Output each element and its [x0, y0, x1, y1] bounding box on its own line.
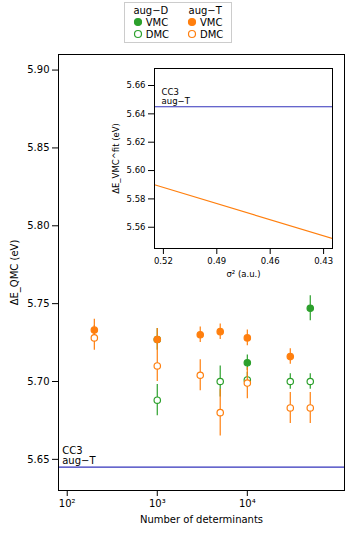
- svg-text:5.62: 5.62: [127, 137, 146, 147]
- html-text:DMC: DMC: [145, 28, 169, 40]
- svg-text:5.90: 5.90: [27, 64, 49, 75]
- svg-text:CC3aug−T: CC3aug−T: [62, 445, 96, 466]
- svg-text:0.52: 0.52: [154, 256, 173, 266]
- svg-text:0.46: 0.46: [261, 256, 280, 266]
- html-text:DMC: DMC: [200, 28, 224, 40]
- svg-text:5.75: 5.75: [27, 298, 49, 309]
- svg-text:σ² (a.u.): σ² (a.u.): [226, 269, 260, 279]
- svg-text:10⁴: 10⁴: [239, 498, 256, 509]
- svg-text:5.70: 5.70: [27, 376, 49, 387]
- svg-text:Number of determinants: Number of determinants: [140, 514, 263, 525]
- svg-text:5.56: 5.56: [127, 222, 146, 232]
- svg-text:5.65: 5.65: [27, 454, 49, 465]
- svg-text:5.80: 5.80: [27, 220, 49, 231]
- svg-text:5.58: 5.58: [127, 194, 146, 204]
- svg-text:10³: 10³: [149, 498, 166, 509]
- html-text:VMC: VMC: [200, 16, 223, 28]
- svg-text:5.60: 5.60: [127, 165, 146, 175]
- svg-text:ΔE_QMC (eV): ΔE_QMC (eV): [9, 240, 21, 306]
- svg-text:CC3aug−T: CC3aug−T: [162, 87, 191, 106]
- svg-text:ΔE_VMC^fit (eV): ΔE_VMC^fit (eV): [111, 123, 121, 194]
- html-text:aug−D: aug−D: [133, 4, 169, 16]
- svg-text:5.66: 5.66: [127, 80, 146, 90]
- svg-text:5.85: 5.85: [27, 142, 49, 153]
- html-text:aug−T: aug−T: [188, 4, 222, 16]
- html-text:VMC: VMC: [145, 16, 169, 28]
- svg-text:0.43: 0.43: [314, 256, 333, 266]
- svg-text:10²: 10²: [59, 498, 76, 509]
- svg-text:5.64: 5.64: [127, 109, 146, 119]
- svg-text:0.49: 0.49: [207, 256, 226, 266]
